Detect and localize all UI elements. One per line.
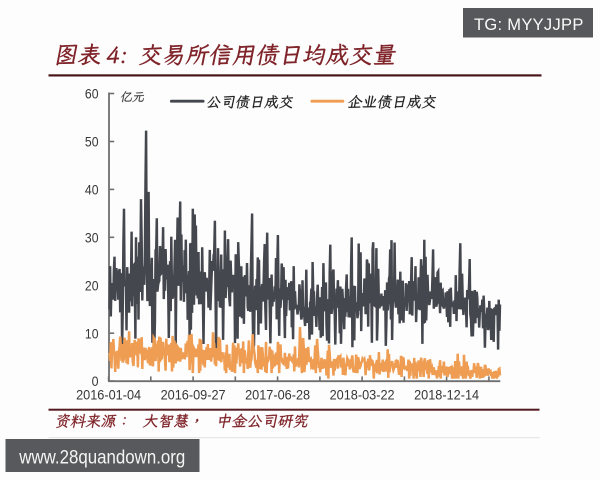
svg-text:2016-09-27: 2016-09-27 [161, 386, 226, 402]
svg-text:2016-01-04: 2016-01-04 [76, 386, 141, 402]
svg-text:30: 30 [85, 229, 99, 245]
svg-text:2017-06-28: 2017-06-28 [245, 386, 310, 402]
svg-text:40: 40 [85, 182, 99, 198]
svg-text:2018-03-22: 2018-03-22 [330, 386, 395, 402]
svg-text:10: 10 [85, 325, 99, 341]
svg-text:50: 50 [85, 134, 99, 150]
svg-text:20: 20 [85, 277, 99, 293]
svg-text:0: 0 [92, 373, 99, 389]
svg-text:www.28quandown.org: www.28quandown.org [18, 447, 185, 469]
svg-text:60: 60 [85, 86, 99, 102]
svg-text:TG: MYYJJPP: TG: MYYJJPP [474, 16, 584, 34]
svg-text:2018-12-14: 2018-12-14 [414, 386, 479, 402]
